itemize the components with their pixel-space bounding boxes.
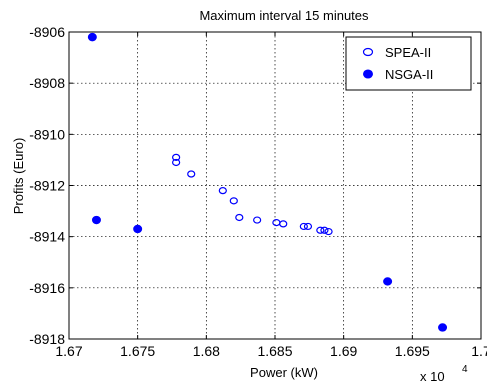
y-tick-label: -8918 bbox=[29, 331, 65, 347]
spea-ii-point bbox=[218, 187, 227, 195]
y-tick-label: -8912 bbox=[29, 178, 65, 194]
y-tick-label: -8910 bbox=[29, 126, 65, 142]
tick-labels: 1.67 1.675 1.68 1.685 1.69 1.695 1.7 -8918 -8916… bbox=[29, 24, 487, 359]
x-exponent: x 10 4 bbox=[420, 364, 468, 384]
spea-ii-point bbox=[303, 222, 313, 231]
axis-ticks bbox=[68, 31, 482, 340]
spea-ii-point bbox=[172, 153, 181, 161]
nsga-ii-point bbox=[383, 277, 393, 286]
x-tick-label: 1.675 bbox=[120, 343, 155, 359]
x-exponent-power: 4 bbox=[462, 364, 468, 375]
x-tick-label: 1.685 bbox=[257, 343, 292, 359]
spea-ii-point bbox=[229, 197, 238, 205]
spea-ii-point bbox=[187, 170, 196, 178]
y-tick-label: -8914 bbox=[29, 229, 65, 245]
spea-ii-point bbox=[299, 222, 308, 231]
spea-ii-point bbox=[324, 227, 333, 236]
y-tick-label: -8908 bbox=[29, 75, 65, 91]
grid-lines bbox=[69, 32, 481, 339]
legend-label-nsga-ii: NSGA-II bbox=[385, 67, 433, 82]
x-tick-label: 1.695 bbox=[395, 343, 430, 359]
nsga-ii-point bbox=[91, 215, 101, 225]
x-axis-label: Power (kW) bbox=[250, 365, 318, 380]
y-axis-label: Profits (Euro) bbox=[11, 138, 26, 215]
spea-ii-point bbox=[253, 216, 262, 224]
legend: SPEA-II NSGA-II bbox=[345, 36, 472, 91]
x-tick-label: 1.68 bbox=[193, 343, 220, 359]
spea-ii-point bbox=[172, 158, 181, 167]
y-tick-label: -8906 bbox=[29, 24, 65, 40]
spea-ii-point bbox=[320, 226, 329, 234]
legend-marker-spea-ii bbox=[362, 47, 374, 57]
x-tick-label: 1.7 bbox=[471, 343, 487, 359]
legend-label-spea-ii: SPEA-II bbox=[385, 45, 431, 60]
x-tick-label: 1.69 bbox=[330, 343, 357, 359]
legend-marker-nsga-ii bbox=[363, 69, 373, 79]
nsga-ii-point bbox=[133, 224, 143, 234]
y-tick-label: -8916 bbox=[29, 280, 65, 296]
chart-title: Maximum interval 15 minutes bbox=[199, 8, 369, 23]
legend-box bbox=[345, 36, 472, 91]
x-tick-label: 1.67 bbox=[55, 343, 82, 359]
x-exponent-base: x 10 bbox=[420, 369, 445, 384]
nsga-ii-point bbox=[438, 323, 448, 332]
spea-ii-point bbox=[316, 226, 325, 234]
data-points bbox=[87, 32, 448, 332]
spea-ii-point bbox=[279, 220, 288, 228]
spea-ii-point bbox=[235, 213, 244, 222]
nsga-ii-point bbox=[87, 32, 97, 42]
